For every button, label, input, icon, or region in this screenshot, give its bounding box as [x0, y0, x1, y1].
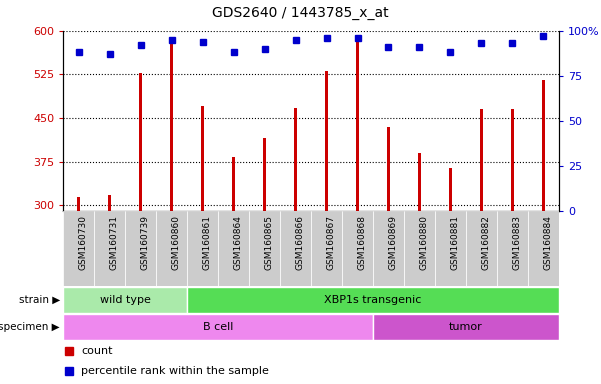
Bar: [156, 211, 187, 286]
Text: B cell: B cell: [203, 322, 233, 332]
Bar: [311, 211, 342, 286]
Bar: [542, 80, 545, 211]
Bar: [325, 71, 328, 211]
Text: GSM160864: GSM160864: [234, 215, 243, 270]
Text: GSM160866: GSM160866: [296, 215, 305, 270]
Text: GSM160884: GSM160884: [543, 215, 552, 270]
Bar: [169, 36, 174, 211]
Text: GSM160883: GSM160883: [513, 215, 522, 270]
Bar: [511, 109, 514, 211]
Bar: [373, 314, 559, 340]
Bar: [187, 287, 559, 313]
Text: tumor: tumor: [449, 322, 483, 332]
Bar: [448, 167, 453, 211]
Text: GSM160739: GSM160739: [141, 215, 150, 270]
Bar: [139, 73, 142, 211]
Text: XBP1s transgenic: XBP1s transgenic: [325, 295, 422, 305]
Bar: [497, 211, 528, 286]
Bar: [232, 157, 236, 211]
Bar: [342, 211, 373, 286]
Bar: [373, 211, 404, 286]
Bar: [294, 108, 297, 211]
Bar: [263, 138, 266, 211]
Text: GSM160868: GSM160868: [358, 215, 367, 270]
Text: GSM160881: GSM160881: [451, 215, 460, 270]
Bar: [435, 211, 466, 286]
Bar: [528, 211, 559, 286]
Bar: [249, 211, 280, 286]
Bar: [356, 36, 359, 211]
Bar: [386, 127, 390, 211]
Text: count: count: [81, 346, 112, 356]
Bar: [280, 211, 311, 286]
Bar: [108, 195, 111, 211]
Bar: [77, 197, 81, 211]
Bar: [418, 153, 421, 211]
Bar: [201, 106, 204, 211]
Bar: [125, 211, 156, 286]
Text: GSM160865: GSM160865: [264, 215, 273, 270]
Bar: [480, 109, 483, 211]
Text: GSM160861: GSM160861: [203, 215, 212, 270]
Bar: [218, 211, 249, 286]
Text: specimen ▶: specimen ▶: [0, 322, 60, 332]
Text: GSM160880: GSM160880: [419, 215, 429, 270]
Bar: [94, 211, 125, 286]
Bar: [466, 211, 497, 286]
Bar: [63, 287, 187, 313]
Text: GSM160730: GSM160730: [79, 215, 88, 270]
Text: GSM160882: GSM160882: [481, 215, 490, 270]
Bar: [404, 211, 435, 286]
Text: wild type: wild type: [100, 295, 150, 305]
Text: GSM160731: GSM160731: [109, 215, 118, 270]
Text: GSM160869: GSM160869: [388, 215, 397, 270]
Text: GDS2640 / 1443785_x_at: GDS2640 / 1443785_x_at: [212, 6, 389, 20]
Text: GSM160860: GSM160860: [171, 215, 180, 270]
Text: strain ▶: strain ▶: [19, 295, 60, 305]
Bar: [63, 211, 94, 286]
Text: GSM160867: GSM160867: [326, 215, 335, 270]
Bar: [187, 211, 218, 286]
Text: percentile rank within the sample: percentile rank within the sample: [81, 366, 269, 376]
Bar: [63, 314, 373, 340]
